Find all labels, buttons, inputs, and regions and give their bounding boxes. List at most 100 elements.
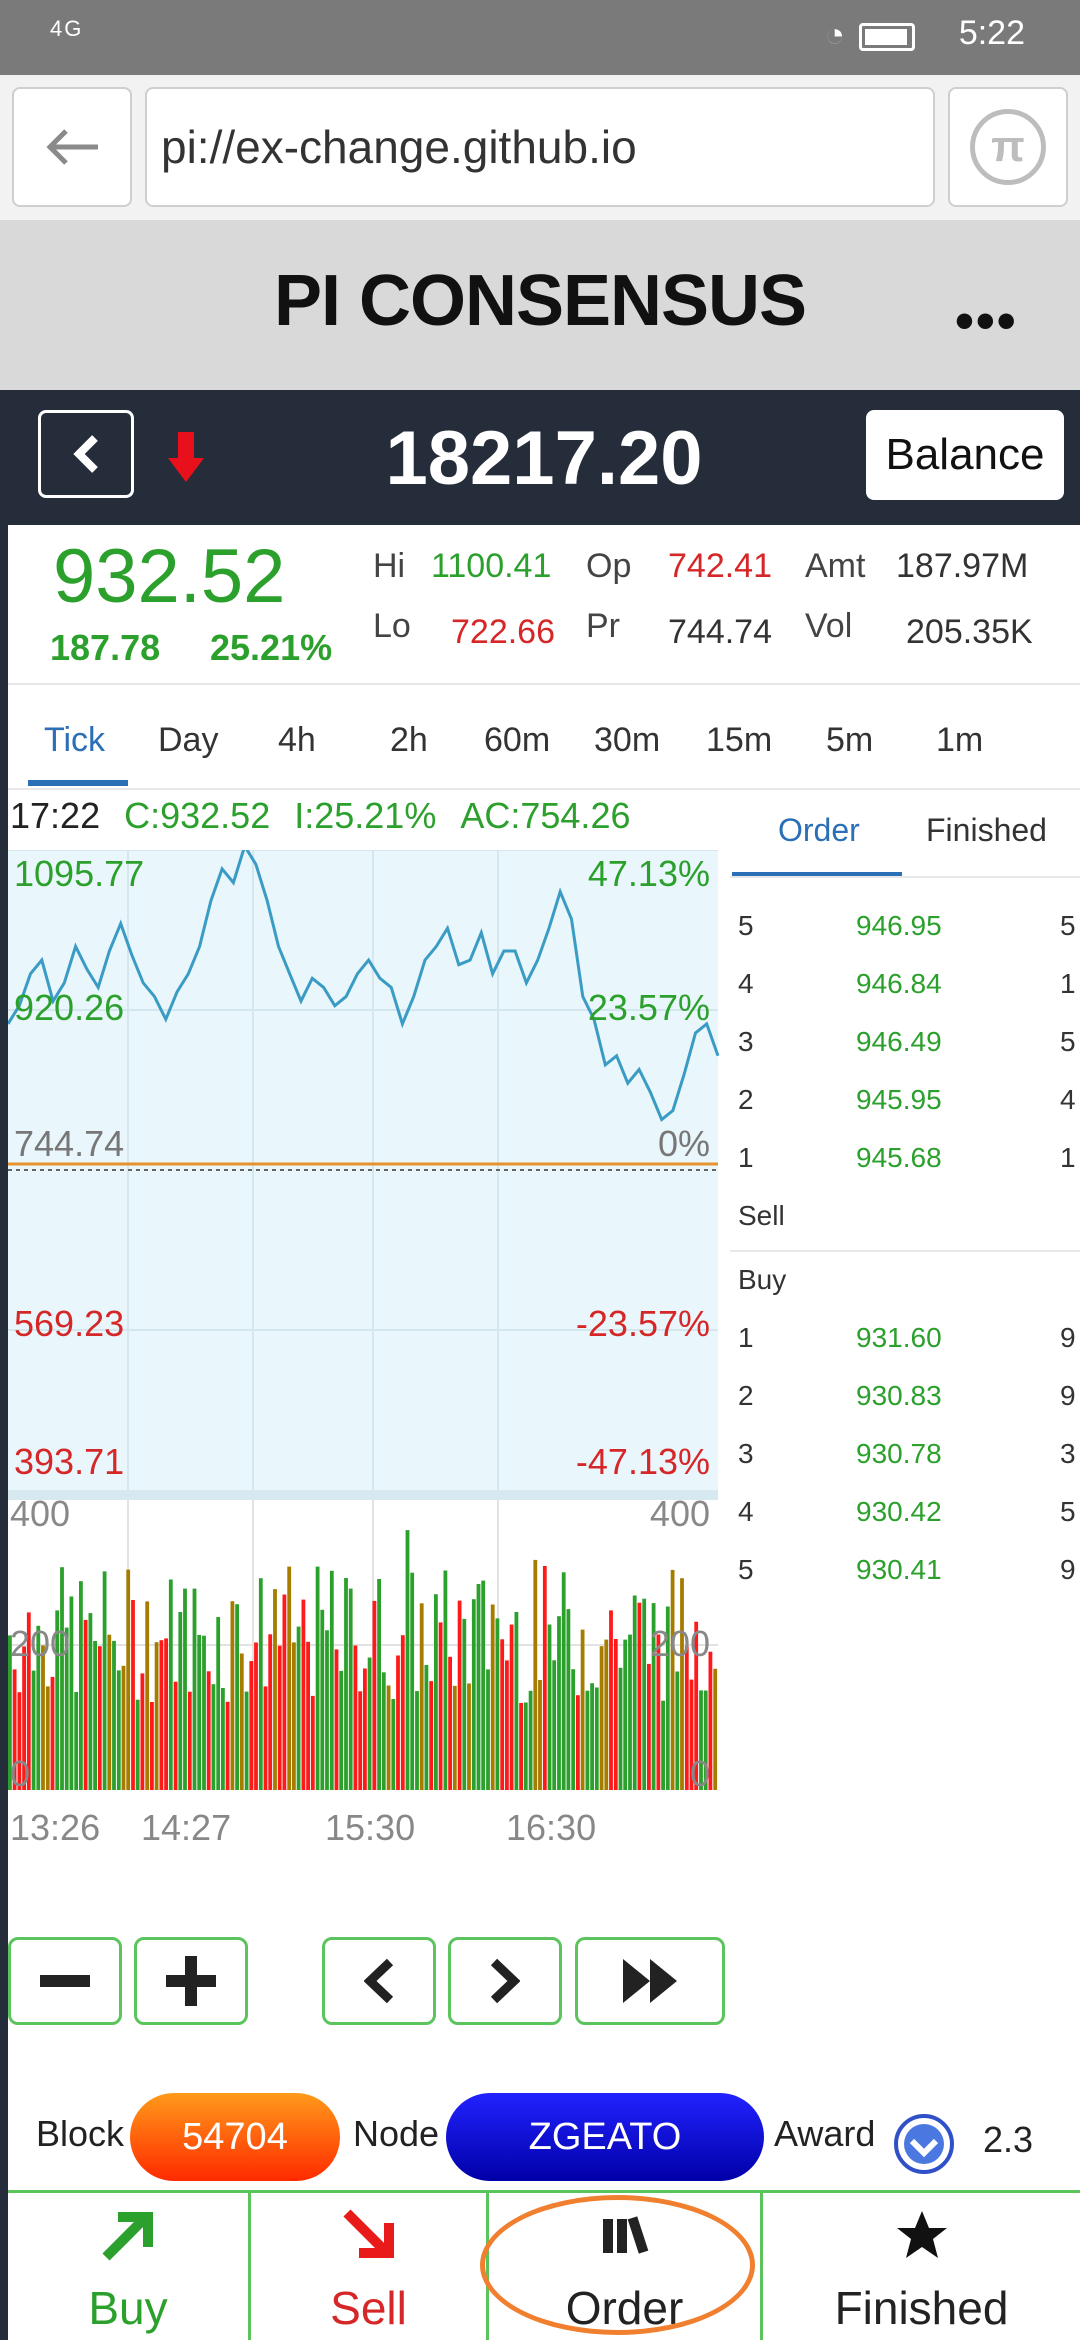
volume-bar (60, 1567, 64, 1790)
price-change-pct: 25.21% (210, 627, 333, 668)
app-header: PI CONSENSUS ••• (0, 220, 1080, 390)
volume-bar (481, 1580, 486, 1790)
pct-label-min: -47.13% (576, 1441, 710, 1482)
tab-2h[interactable]: 2h (390, 721, 428, 759)
browser-bar: pi://ex-change.github.io π (0, 75, 1080, 220)
browser-back-button[interactable] (12, 87, 132, 207)
volume-bar (410, 1572, 415, 1790)
volume-bar (301, 1599, 306, 1790)
volume-bar (590, 1683, 594, 1790)
page-title: PI CONSENSUS (273, 261, 807, 341)
tab-finished-orders[interactable]: Finished (926, 812, 1047, 848)
volume-bar (386, 1685, 391, 1790)
volume-bar (221, 1688, 225, 1790)
amt-label: Amt (805, 547, 866, 585)
volume-bar (244, 1691, 249, 1790)
volume-bar (211, 1684, 216, 1790)
sell-row[interactable]: 3 946.49 5 (738, 1026, 1076, 1057)
buy-row[interactable]: 5 930.41 9 (738, 1554, 1076, 1585)
sell-row[interactable]: 1 945.68 1 (738, 1142, 1076, 1173)
tab-4h[interactable]: 4h (278, 721, 316, 759)
volume-bar (580, 1629, 585, 1790)
block-value-badge[interactable]: 54704 (130, 2093, 340, 2181)
volume-bar (12, 1669, 17, 1790)
volume-bar (102, 1571, 107, 1790)
volume-bar (202, 1635, 206, 1790)
volume-bar (452, 1685, 457, 1790)
volume-bar (26, 1612, 31, 1790)
volume-bar (192, 1588, 197, 1790)
zoom-out-button[interactable] (8, 1937, 122, 2025)
node-value-badge[interactable]: ZGEATO (446, 2093, 764, 2181)
tab-5m[interactable]: 5m (826, 721, 874, 759)
volume-bar (277, 1645, 282, 1790)
volume-bar (112, 1640, 116, 1790)
volume-label-mid-right: 200 (650, 1623, 710, 1664)
scroll-left-button[interactable] (322, 1937, 436, 2025)
nav-buy-label: Buy (88, 2282, 168, 2334)
nav-sell[interactable]: Sell (248, 2193, 486, 2340)
scroll-right-button[interactable] (448, 1937, 562, 2025)
price-label-max: 1095.77 (14, 853, 144, 894)
pi-browser-button[interactable]: π (948, 87, 1068, 207)
volume-bar (552, 1660, 557, 1790)
volume-bar (258, 1578, 263, 1790)
nav-finished[interactable]: Finished (760, 2193, 1080, 2340)
volume-bar (637, 1602, 642, 1790)
volume-bar (329, 1570, 334, 1790)
volume-bar (69, 1596, 74, 1790)
tab-order-book[interactable]: Order (778, 812, 860, 848)
volume-bar (642, 1598, 647, 1790)
volume-bar (571, 1669, 576, 1790)
volume-bar (396, 1655, 400, 1790)
order-book: Order Finished 5 946.95 5 4 946.84 1 3 946.49… (730, 790, 1080, 1935)
zoom-in-button[interactable] (134, 1937, 248, 2025)
volume-bar (121, 1665, 126, 1790)
network-indicator: 4G (50, 16, 84, 41)
volume-bar (429, 1681, 434, 1790)
tab-day[interactable]: Day (158, 721, 219, 759)
price-label-lower: 569.23 (14, 1303, 124, 1344)
price-stats: 932.52 187.78 25.21% Hi 1100.41 Lo 722.6… (8, 525, 1080, 685)
volume-bar (703, 1690, 708, 1790)
volume-bar (187, 1691, 192, 1790)
volume-bar (542, 1566, 547, 1790)
tab-tick[interactable]: Tick (44, 721, 106, 759)
volume-bar (159, 1640, 164, 1790)
volume-bar (22, 1646, 26, 1790)
volume-bar (471, 1599, 476, 1790)
price-volume-chart[interactable]: 1095.77 920.26 744.74 569.23 393.71 47.1… (8, 850, 720, 1860)
buy-row[interactable]: 2 930.83 9 (738, 1380, 1076, 1411)
volume-bar (339, 1670, 344, 1790)
nav-finished-label: Finished (834, 2282, 1009, 2334)
volume-bar (680, 1578, 684, 1790)
balance-button[interactable]: Balance (866, 410, 1064, 500)
tab-30m[interactable]: 30m (594, 721, 661, 759)
buy-row[interactable]: 1 931.60 9 (738, 1322, 1076, 1353)
tab-15m[interactable]: 15m (706, 721, 773, 759)
url-text: pi://ex-change.github.io (161, 121, 637, 173)
sell-row[interactable]: 4 946.84 1 (738, 968, 1076, 999)
tab-1m[interactable]: 1m (936, 721, 984, 759)
volume-bar (325, 1630, 329, 1790)
volume-bar (585, 1690, 590, 1790)
volume-bar (486, 1669, 490, 1790)
buy-row[interactable]: 3 930.78 3 (738, 1438, 1076, 1469)
volume-bar (713, 1668, 718, 1790)
sell-row[interactable]: 2 945.95 4 (738, 1084, 1076, 1115)
buy-row[interactable]: 4 930.42 5 (738, 1496, 1076, 1527)
ticker-back-button[interactable] (38, 410, 134, 498)
tab-60m[interactable]: 60m (484, 721, 551, 759)
chevron-right-icon (490, 1958, 520, 2004)
nav-buy[interactable]: Buy (8, 2193, 248, 2340)
jump-to-latest-button[interactable] (575, 1937, 725, 2025)
volume-bar (576, 1695, 580, 1790)
url-field[interactable]: pi://ex-change.github.io (145, 87, 935, 207)
volume-bar (519, 1703, 523, 1790)
more-menu-icon[interactable]: ••• (955, 291, 1018, 351)
volume-bar (665, 1606, 670, 1790)
arrow-left-icon (46, 129, 98, 165)
volume-bar (448, 1656, 452, 1790)
sell-row[interactable]: 5 946.95 5 (738, 910, 1076, 941)
fast-forward-icon (623, 1959, 677, 2003)
